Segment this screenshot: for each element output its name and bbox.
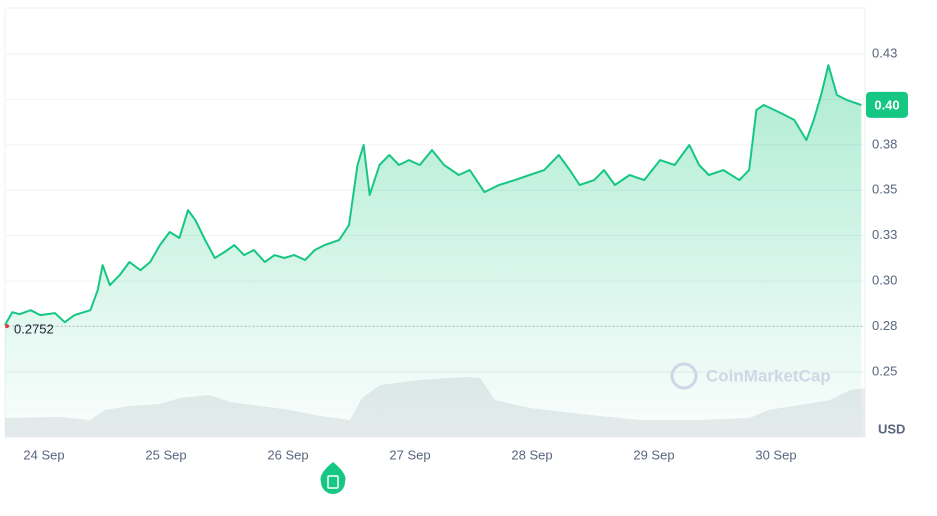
price-line — [4, 64, 862, 326]
y-tick-label: 0.25 — [872, 363, 897, 378]
reference-dot — [5, 324, 9, 329]
x-tick-label: 28 Sep — [511, 447, 552, 462]
reference-label: 0.2752 — [14, 322, 54, 337]
y-tick-label: 0.33 — [872, 227, 897, 242]
y-tick-label: 0.30 — [872, 273, 897, 288]
watermark-text: CoinMarketCap — [706, 366, 831, 385]
price-area — [5, 65, 862, 437]
y-tick-label: 0.28 — [872, 318, 897, 333]
x-tick-label: 30 Sep — [755, 447, 796, 462]
watermark-logo — [670, 362, 698, 390]
news-icon[interactable] — [327, 475, 339, 489]
watermark: CoinMarketCap — [670, 362, 831, 390]
y-tick-label: 0.35 — [872, 182, 897, 197]
current-price-badge: 0.40 — [866, 91, 908, 118]
currency-label: USD — [878, 421, 905, 436]
news-marker[interactable] — [320, 462, 346, 494]
y-tick-label: 0.38 — [872, 136, 897, 151]
current-price-label: 0.40 — [874, 97, 899, 112]
x-tick-label: 25 Sep — [145, 447, 186, 462]
x-tick-label: 29 Sep — [633, 447, 674, 462]
y-tick-label: 0.43 — [872, 45, 897, 60]
x-tick-label: 27 Sep — [389, 447, 430, 462]
news-pin[interactable] — [320, 462, 346, 494]
x-tick-label: 24 Sep — [23, 447, 64, 462]
x-tick-label: 26 Sep — [267, 447, 308, 462]
current-price-bg — [866, 91, 908, 118]
